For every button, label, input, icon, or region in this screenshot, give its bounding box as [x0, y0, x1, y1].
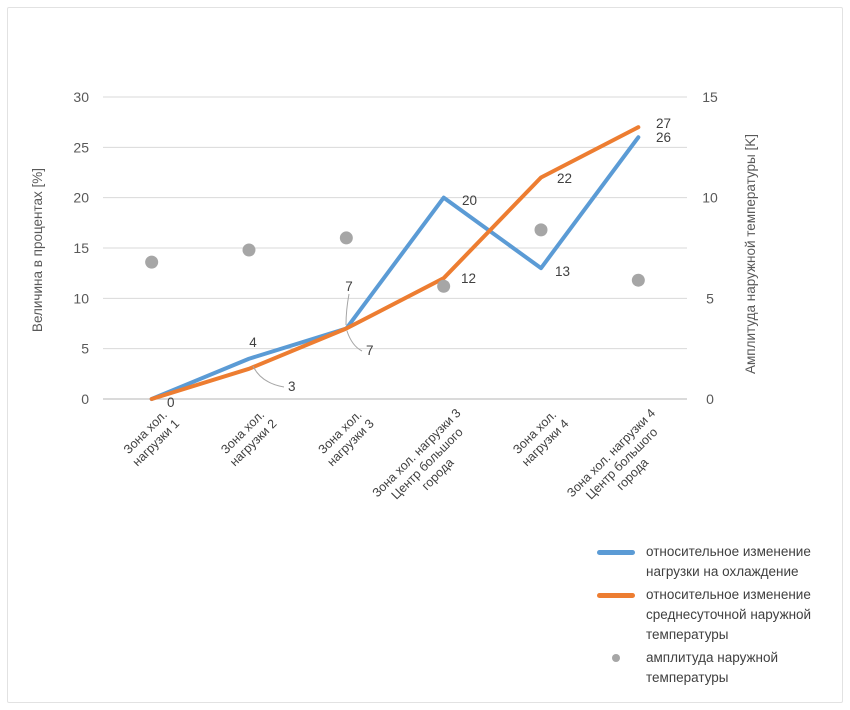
svg-text:15: 15 — [702, 89, 718, 105]
left-axis-tick-labels: 0 5 10 15 20 25 30 — [73, 89, 89, 407]
data-label-leader-lines — [252, 293, 363, 388]
svg-text:12: 12 — [461, 271, 476, 286]
right-axis-tick-labels: 0 5 10 15 — [702, 89, 718, 407]
svg-text:4: 4 — [249, 335, 257, 350]
chart-frame-border — [7, 7, 843, 703]
x-axis-labels: Зона хол.нагрузки 1 Зона хол.нагрузки 2 Зо… — [121, 406, 661, 502]
svg-text:Зона хол. нагрузки 3: Зона хол. нагрузки 3 — [370, 406, 464, 500]
svg-text:0: 0 — [81, 391, 89, 407]
svg-text:27: 27 — [656, 116, 671, 131]
right-axis-title: Амплитуда наружной температуры [K] — [743, 133, 758, 375]
legend-line-swatch-blue — [597, 542, 635, 555]
legend-label: относительное изменение нагрузки на охла… — [646, 544, 811, 579]
series-cooling-load-line — [149, 135, 641, 401]
svg-text:20: 20 — [73, 190, 89, 206]
svg-text:26: 26 — [656, 130, 671, 145]
svg-text:5: 5 — [81, 341, 89, 357]
legend-item-amplitude: амплитуда наружной температуры — [597, 648, 845, 688]
legend-line-swatch-orange — [597, 585, 635, 598]
svg-text:25: 25 — [73, 139, 89, 155]
svg-text:22: 22 — [557, 171, 572, 186]
svg-text:0: 0 — [706, 391, 714, 407]
svg-text:10: 10 — [73, 290, 89, 306]
svg-text:30: 30 — [73, 89, 89, 105]
svg-text:10: 10 — [702, 190, 718, 206]
svg-text:0: 0 — [167, 395, 175, 410]
svg-text:3: 3 — [288, 379, 296, 394]
series-outdoor-temp-line — [149, 125, 641, 401]
svg-text:5: 5 — [706, 290, 714, 306]
chart-legend: относительное изменение нагрузки на охла… — [597, 542, 845, 691]
data-labels: 4 7 20 13 26 0 3 7 12 22 27 — [167, 116, 671, 410]
gridlines — [103, 96, 687, 350]
svg-text:15: 15 — [73, 240, 89, 256]
svg-text:7: 7 — [366, 343, 374, 358]
svg-text:7: 7 — [345, 279, 353, 294]
svg-text:20: 20 — [462, 193, 477, 208]
legend-item-cooling-load: относительное изменение нагрузки на охла… — [597, 542, 845, 582]
svg-text:Зона хол. нагрузки 4: Зона хол. нагрузки 4 — [564, 406, 658, 500]
legend-label: амплитуда наружной температуры — [646, 650, 779, 685]
legend-dot-swatch-gray — [597, 648, 635, 662]
left-axis-title: Величина в процентах [%] — [30, 167, 45, 333]
legend-label: относительное изменение среднесуточной н… — [646, 587, 812, 642]
legend-item-outdoor-temp: относительное изменение среднесуточной н… — [597, 585, 845, 645]
series-amplitude-dots — [145, 223, 645, 293]
svg-text:13: 13 — [555, 264, 570, 279]
